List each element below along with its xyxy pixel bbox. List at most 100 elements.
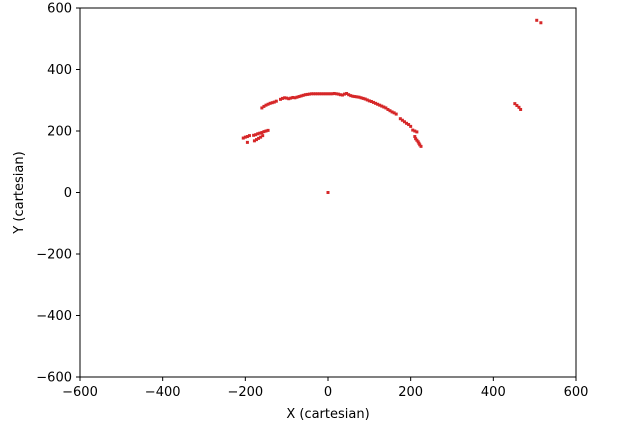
data-point (332, 91, 336, 95)
data-point (326, 92, 330, 96)
data-point (266, 128, 270, 132)
data-point (363, 97, 367, 101)
data-point (517, 105, 521, 109)
data-point (359, 96, 363, 100)
data-point (324, 92, 328, 96)
data-point (287, 97, 291, 101)
data-point (418, 143, 422, 147)
x-axis-label: X (cartesian) (286, 407, 369, 422)
data-point (254, 133, 258, 137)
data-point (316, 92, 320, 96)
x-tick-label: −400 (145, 385, 181, 400)
x-tick-label: 200 (398, 385, 423, 400)
data-point (264, 129, 268, 133)
y-tick-label: −400 (36, 309, 72, 324)
data-point (318, 92, 322, 96)
data-point (245, 140, 249, 144)
data-point (411, 128, 415, 132)
data-point (281, 96, 285, 100)
data-point (398, 117, 402, 121)
data-point (328, 92, 332, 96)
data-point (260, 106, 264, 110)
data-point (419, 144, 423, 148)
data-point (351, 94, 355, 98)
data-point (371, 100, 375, 104)
data-point (307, 92, 311, 96)
data-point (262, 104, 266, 108)
data-point (417, 141, 421, 145)
data-point (347, 93, 351, 97)
data-point (305, 92, 309, 96)
y-tick-label: 400 (47, 63, 72, 78)
data-point (353, 95, 357, 99)
data-point (245, 135, 249, 139)
data-point (378, 103, 382, 107)
data-point (388, 109, 392, 113)
data-point (405, 121, 409, 125)
data-point (409, 124, 413, 128)
data-point (376, 102, 380, 106)
data-point (243, 135, 247, 139)
data-point (264, 103, 268, 107)
data-point (309, 92, 313, 96)
data-point (270, 101, 274, 105)
data-point (355, 95, 359, 99)
data-point (258, 131, 262, 135)
data-point (278, 97, 282, 101)
data-point (365, 98, 369, 102)
x-tick-label: 600 (564, 385, 589, 400)
data-point (413, 129, 417, 133)
data-point (394, 112, 398, 116)
data-point (374, 101, 378, 105)
y-tick-label: −200 (36, 248, 72, 263)
data-point (291, 95, 295, 99)
data-point (349, 94, 353, 98)
data-point (539, 21, 543, 25)
data-point (320, 92, 324, 96)
y-tick-label: 200 (47, 125, 72, 140)
ticks-layer: −600 −400 −200 0 200 400 600 −600 −400 −200 0 200 40… (36, 2, 588, 401)
data-point (261, 134, 265, 138)
data-point (513, 102, 517, 106)
x-tick-label: −600 (62, 385, 98, 400)
data-point (326, 191, 330, 194)
marks-layer (241, 18, 543, 194)
y-tick-label: 0 (64, 186, 72, 201)
data-point (361, 96, 365, 100)
data-point (390, 110, 394, 114)
y-tick-label: −600 (36, 371, 72, 386)
data-point (314, 92, 318, 96)
data-point (515, 103, 519, 107)
data-point (322, 92, 326, 96)
data-point (402, 120, 406, 124)
data-point (259, 135, 263, 139)
data-point (416, 140, 420, 144)
data-point (283, 96, 287, 100)
data-point (272, 100, 276, 104)
x-tick-label: 400 (481, 385, 506, 400)
data-point (312, 92, 316, 96)
data-point (289, 96, 293, 100)
data-point (400, 118, 404, 122)
data-point (415, 138, 419, 142)
data-point (369, 99, 373, 103)
data-point (274, 99, 278, 103)
data-point (252, 139, 256, 143)
data-point (247, 134, 251, 138)
data-point (252, 133, 256, 137)
data-point (268, 101, 272, 105)
data-point (519, 107, 523, 111)
x-tick-label: 0 (324, 385, 332, 400)
y-tick-label: 600 (47, 2, 72, 17)
data-point (535, 18, 539, 22)
data-point (386, 107, 390, 111)
data-point (260, 131, 264, 135)
data-point (303, 93, 307, 97)
data-point (266, 102, 270, 106)
data-point (384, 106, 388, 110)
data-point (382, 105, 386, 109)
data-point (262, 130, 266, 134)
data-point (367, 99, 371, 103)
